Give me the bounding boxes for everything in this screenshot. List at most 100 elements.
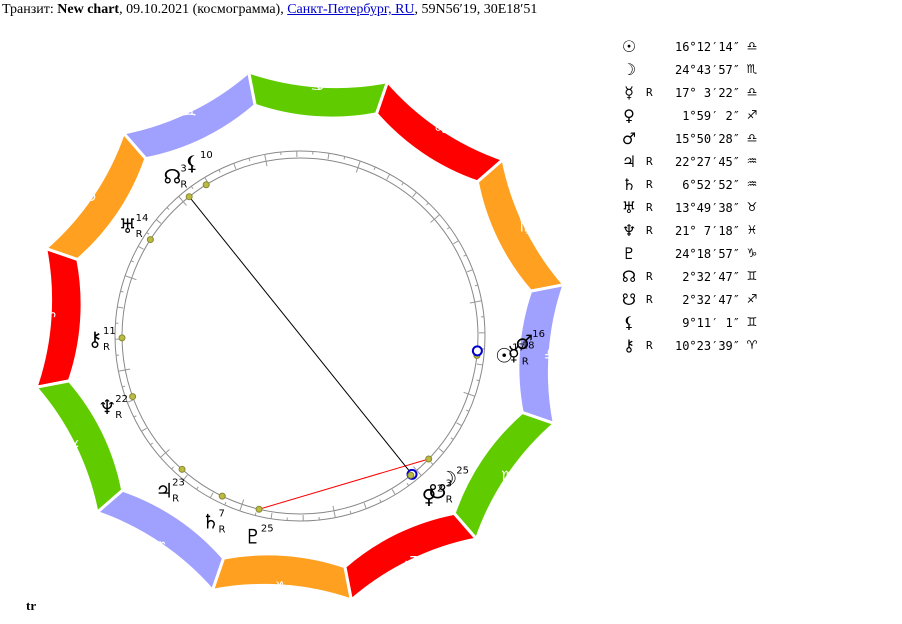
moon-marker: ☽ 25	[439, 466, 469, 491]
mercury-retrograde-mark: R	[522, 356, 529, 367]
mercury-table-sign-icon: ♎	[746, 85, 758, 99]
position-row-chiron: ⚷ R 10°23′39″ ♈	[620, 336, 760, 359]
north-node-retrograde-mark: R	[180, 180, 187, 191]
position-row-neptune: ♆ R 21° 7′18″ ♓	[620, 221, 760, 244]
north-node-degree-label: 3	[180, 164, 186, 175]
lilith-table-icon: ⚸	[623, 313, 635, 332]
saturn-retrograde-mark: R	[218, 524, 225, 535]
venus-table-sign-icon: ♐	[746, 108, 758, 122]
neptune-table-icon: ♆	[621, 221, 637, 240]
saturn-position-dot	[218, 492, 226, 500]
uranus-table-sign-icon: ♉	[746, 200, 758, 214]
taurus-sign-icon: ♉	[83, 186, 98, 206]
gemini-sign-icon: ♊	[182, 101, 197, 121]
position-row-south-node: ☋ R 2°32′47″ ♐	[620, 290, 760, 313]
position-row-mercury: ☿ R 17° 3′22″ ♎	[620, 83, 760, 106]
virgo-sign-icon: ♍	[519, 217, 534, 237]
neptune-table-retrograde: R	[646, 224, 653, 237]
neptune-degree-label: 22	[115, 394, 128, 405]
mercury-marker: ☿ 18 R	[508, 340, 535, 367]
jupiter-icon: ♃	[155, 479, 173, 503]
chiron-table-position: 10°23′39″	[674, 339, 740, 353]
neptune-icon: ♆	[98, 395, 116, 419]
south-node-table-retrograde: R	[646, 293, 653, 306]
position-row-pluto: ♇ 24°18′57″ ♑	[620, 244, 760, 267]
neptune-table-position: 21° 7′18″	[674, 224, 740, 238]
jupiter-marker: ♃ 23 R	[155, 478, 185, 505]
moon-table-icon: ☽	[621, 60, 637, 79]
chiron-icon: ⚷	[88, 327, 103, 351]
chiron-position-dot	[118, 334, 126, 342]
saturn-table-icon: ♄	[621, 175, 637, 194]
jupiter-position-dot	[178, 465, 186, 473]
chiron-table-retrograde: R	[646, 339, 653, 352]
sun-icon: ☉	[495, 344, 513, 368]
chiron-marker: ⚷ 11 R	[88, 326, 116, 353]
pisces-sign-icon: ♓	[66, 437, 81, 457]
pluto-position-dot	[255, 505, 263, 513]
position-row-sun: ☉ 16°12′14″ ♎	[620, 37, 760, 60]
degree-ticks	[115, 151, 485, 521]
south-node-icon: ☋	[429, 479, 447, 503]
sun-marker: ☉ 17	[495, 343, 525, 368]
mars-marker: ♂ 16	[515, 329, 545, 354]
saturn-degree-label: 7	[218, 508, 224, 519]
sun-degree-label: 17	[512, 343, 525, 354]
natal-wheel: ♈♉♊♋♌♍♎♏♐♑♒♓☉ 17☽ 25☿ 18R♀ 2♂ 16♃ 23R♄ 7R♅ 14R♆ 2…	[33, 71, 565, 601]
moon-position-dot	[425, 455, 433, 463]
mercury-degree-label: 18	[522, 340, 535, 351]
aspect-line-pluto-moon	[258, 458, 429, 510]
lilith-marker: ⚸ 10	[185, 150, 213, 175]
uranus-table-icon: ♅	[621, 198, 637, 217]
north-node-marker: ☊ 3 R	[164, 164, 188, 191]
leo-sign-icon: ♌	[433, 118, 448, 138]
north-node-table-retrograde: R	[646, 270, 653, 283]
venus-table-icon: ♀	[623, 106, 635, 125]
chiron-table-sign-icon: ♈	[746, 338, 758, 352]
sun-table-sign-icon: ♎	[746, 39, 758, 53]
chart-date: , 09.10.2021 (космограмма),	[119, 2, 284, 17]
outer-degree-circle	[114, 150, 486, 522]
jupiter-table-icon: ♃	[621, 152, 637, 171]
neptune-retrograde-mark: R	[115, 410, 122, 421]
north-node-icon: ☊	[164, 165, 182, 189]
saturn-icon: ♄	[201, 509, 219, 533]
north-node-table-position: 2°32′47″	[682, 270, 740, 284]
mars-icon: ♂	[515, 330, 533, 354]
saturn-table-sign-icon: ♒	[746, 177, 758, 191]
chiron-degree-label: 11	[103, 326, 116, 337]
cancer-sign-icon: ♋	[310, 76, 325, 96]
uranus-position-dot	[146, 236, 154, 244]
aries-sign-icon: ♈	[41, 309, 56, 329]
uranus-table-position: 13°49′38″	[674, 201, 740, 215]
mars-degree-label: 16	[532, 329, 545, 340]
lilith-table-position: 9°11′ 1″	[682, 316, 740, 330]
mercury-table-position: 17° 3′22″	[674, 86, 740, 100]
neptune-table-sign-icon: ♓	[746, 223, 758, 237]
libra-sign-icon: ♎	[544, 345, 559, 365]
uranus-retrograde-mark: R	[136, 229, 143, 240]
position-row-mars: ♂ 15°50′28″ ♎	[620, 129, 760, 152]
north-node-position-dot	[185, 193, 193, 201]
pluto-degree-label: 25	[261, 524, 274, 535]
saturn-table-retrograde: R	[646, 178, 653, 191]
planet-positions-table: ☉ 16°12′14″ ♎ ☽ 24°43′57″ ♏ ☿ R 17° 3′22″ ♎ ♀ 1°59′…	[620, 37, 760, 359]
position-row-venus: ♀ 1°59′ 2″ ♐	[620, 106, 760, 129]
jupiter-degree-label: 23	[172, 478, 185, 489]
position-row-jupiter: ♃ R 22°27′45″ ♒	[620, 152, 760, 175]
sign-segment-pisces	[33, 379, 125, 516]
mars-position-dot	[471, 345, 483, 357]
uranus-icon: ♅	[119, 214, 137, 238]
lilith-icon: ⚸	[185, 151, 200, 175]
south-node-position-dot	[407, 471, 415, 479]
place-link[interactable]: Санкт-Петербург, RU	[287, 2, 415, 17]
chart-name: New chart	[57, 2, 120, 17]
sagittarius-sign-icon: ♐	[403, 553, 418, 573]
transit-prefix: Транзит:	[2, 2, 54, 17]
sun-table-icon: ☉	[621, 37, 637, 56]
jupiter-retrograde-mark: R	[172, 494, 179, 505]
capricorn-sign-icon: ♑	[275, 578, 290, 598]
saturn-table-position: 6°52′52″	[682, 178, 740, 192]
mars-table-sign-icon: ♎	[746, 131, 758, 145]
footer-label: tr	[26, 598, 37, 613]
